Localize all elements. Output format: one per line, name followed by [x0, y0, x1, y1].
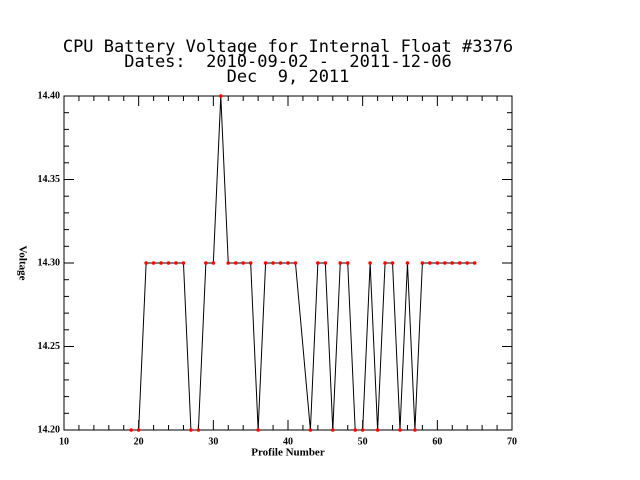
data-point	[428, 261, 432, 265]
data-point	[450, 261, 455, 265]
data-point	[286, 261, 290, 265]
data-point	[338, 261, 343, 265]
chart-title: Dates: 2010-09-02 - 2011-12-06	[124, 52, 452, 72]
x-tick-label: 20	[134, 436, 144, 447]
data-point	[174, 261, 178, 265]
data-point	[405, 261, 410, 265]
x-tick-label: 10	[59, 436, 69, 447]
x-tick-label: 30	[208, 436, 218, 447]
data-point	[271, 261, 275, 265]
chart-title: Dec 9, 2011	[227, 67, 350, 87]
data-point	[293, 261, 298, 265]
data-point	[443, 261, 447, 265]
data-point	[189, 428, 193, 432]
data-point	[256, 428, 260, 432]
y-tick-label: 14.20	[38, 424, 61, 435]
data-point	[375, 428, 380, 432]
x-tick-label: 60	[432, 436, 442, 447]
data-point	[263, 261, 268, 265]
data-point	[181, 261, 186, 265]
data-point	[248, 261, 253, 265]
data-line	[131, 95, 475, 431]
data-point	[360, 428, 365, 432]
data-point	[308, 428, 313, 432]
x-tick-label: 40	[283, 436, 293, 447]
data-point	[472, 261, 477, 265]
data-point	[368, 261, 372, 265]
data-point	[435, 261, 440, 265]
data-point	[136, 428, 141, 432]
data-point	[233, 261, 238, 265]
data-point	[219, 94, 223, 98]
data-point	[383, 261, 387, 265]
x-tick-label: 70	[507, 436, 517, 447]
data-point	[457, 261, 462, 265]
data-point	[196, 428, 201, 432]
data-point	[159, 261, 163, 265]
data-point	[144, 261, 148, 265]
data-point	[241, 261, 245, 265]
y-axis-label: Voltage	[16, 245, 28, 280]
data-point	[331, 428, 335, 432]
data-point	[151, 261, 156, 265]
x-tick-label: 50	[358, 436, 368, 447]
data-point	[316, 261, 320, 265]
chart-title: CPU Battery Voltage for Internal Float #…	[63, 37, 513, 57]
data-point	[398, 428, 402, 432]
data-point	[413, 428, 417, 432]
data-point	[204, 261, 208, 265]
data-point	[226, 261, 231, 265]
data-point	[323, 261, 328, 265]
data-point	[345, 261, 350, 265]
data-point	[465, 261, 470, 265]
data-point	[278, 261, 283, 265]
data-point	[129, 428, 133, 432]
data-point	[420, 261, 425, 265]
y-tick-label: 14.30	[38, 257, 61, 268]
x-axis-label: Profile Number	[251, 447, 325, 459]
y-tick-label: 14.40	[38, 90, 61, 101]
data-point	[390, 261, 395, 265]
data-point	[353, 428, 358, 432]
y-tick-label: 14.35	[38, 174, 61, 185]
data-point	[166, 261, 171, 265]
y-tick-label: 14.25	[38, 341, 61, 352]
data-point	[211, 261, 216, 265]
